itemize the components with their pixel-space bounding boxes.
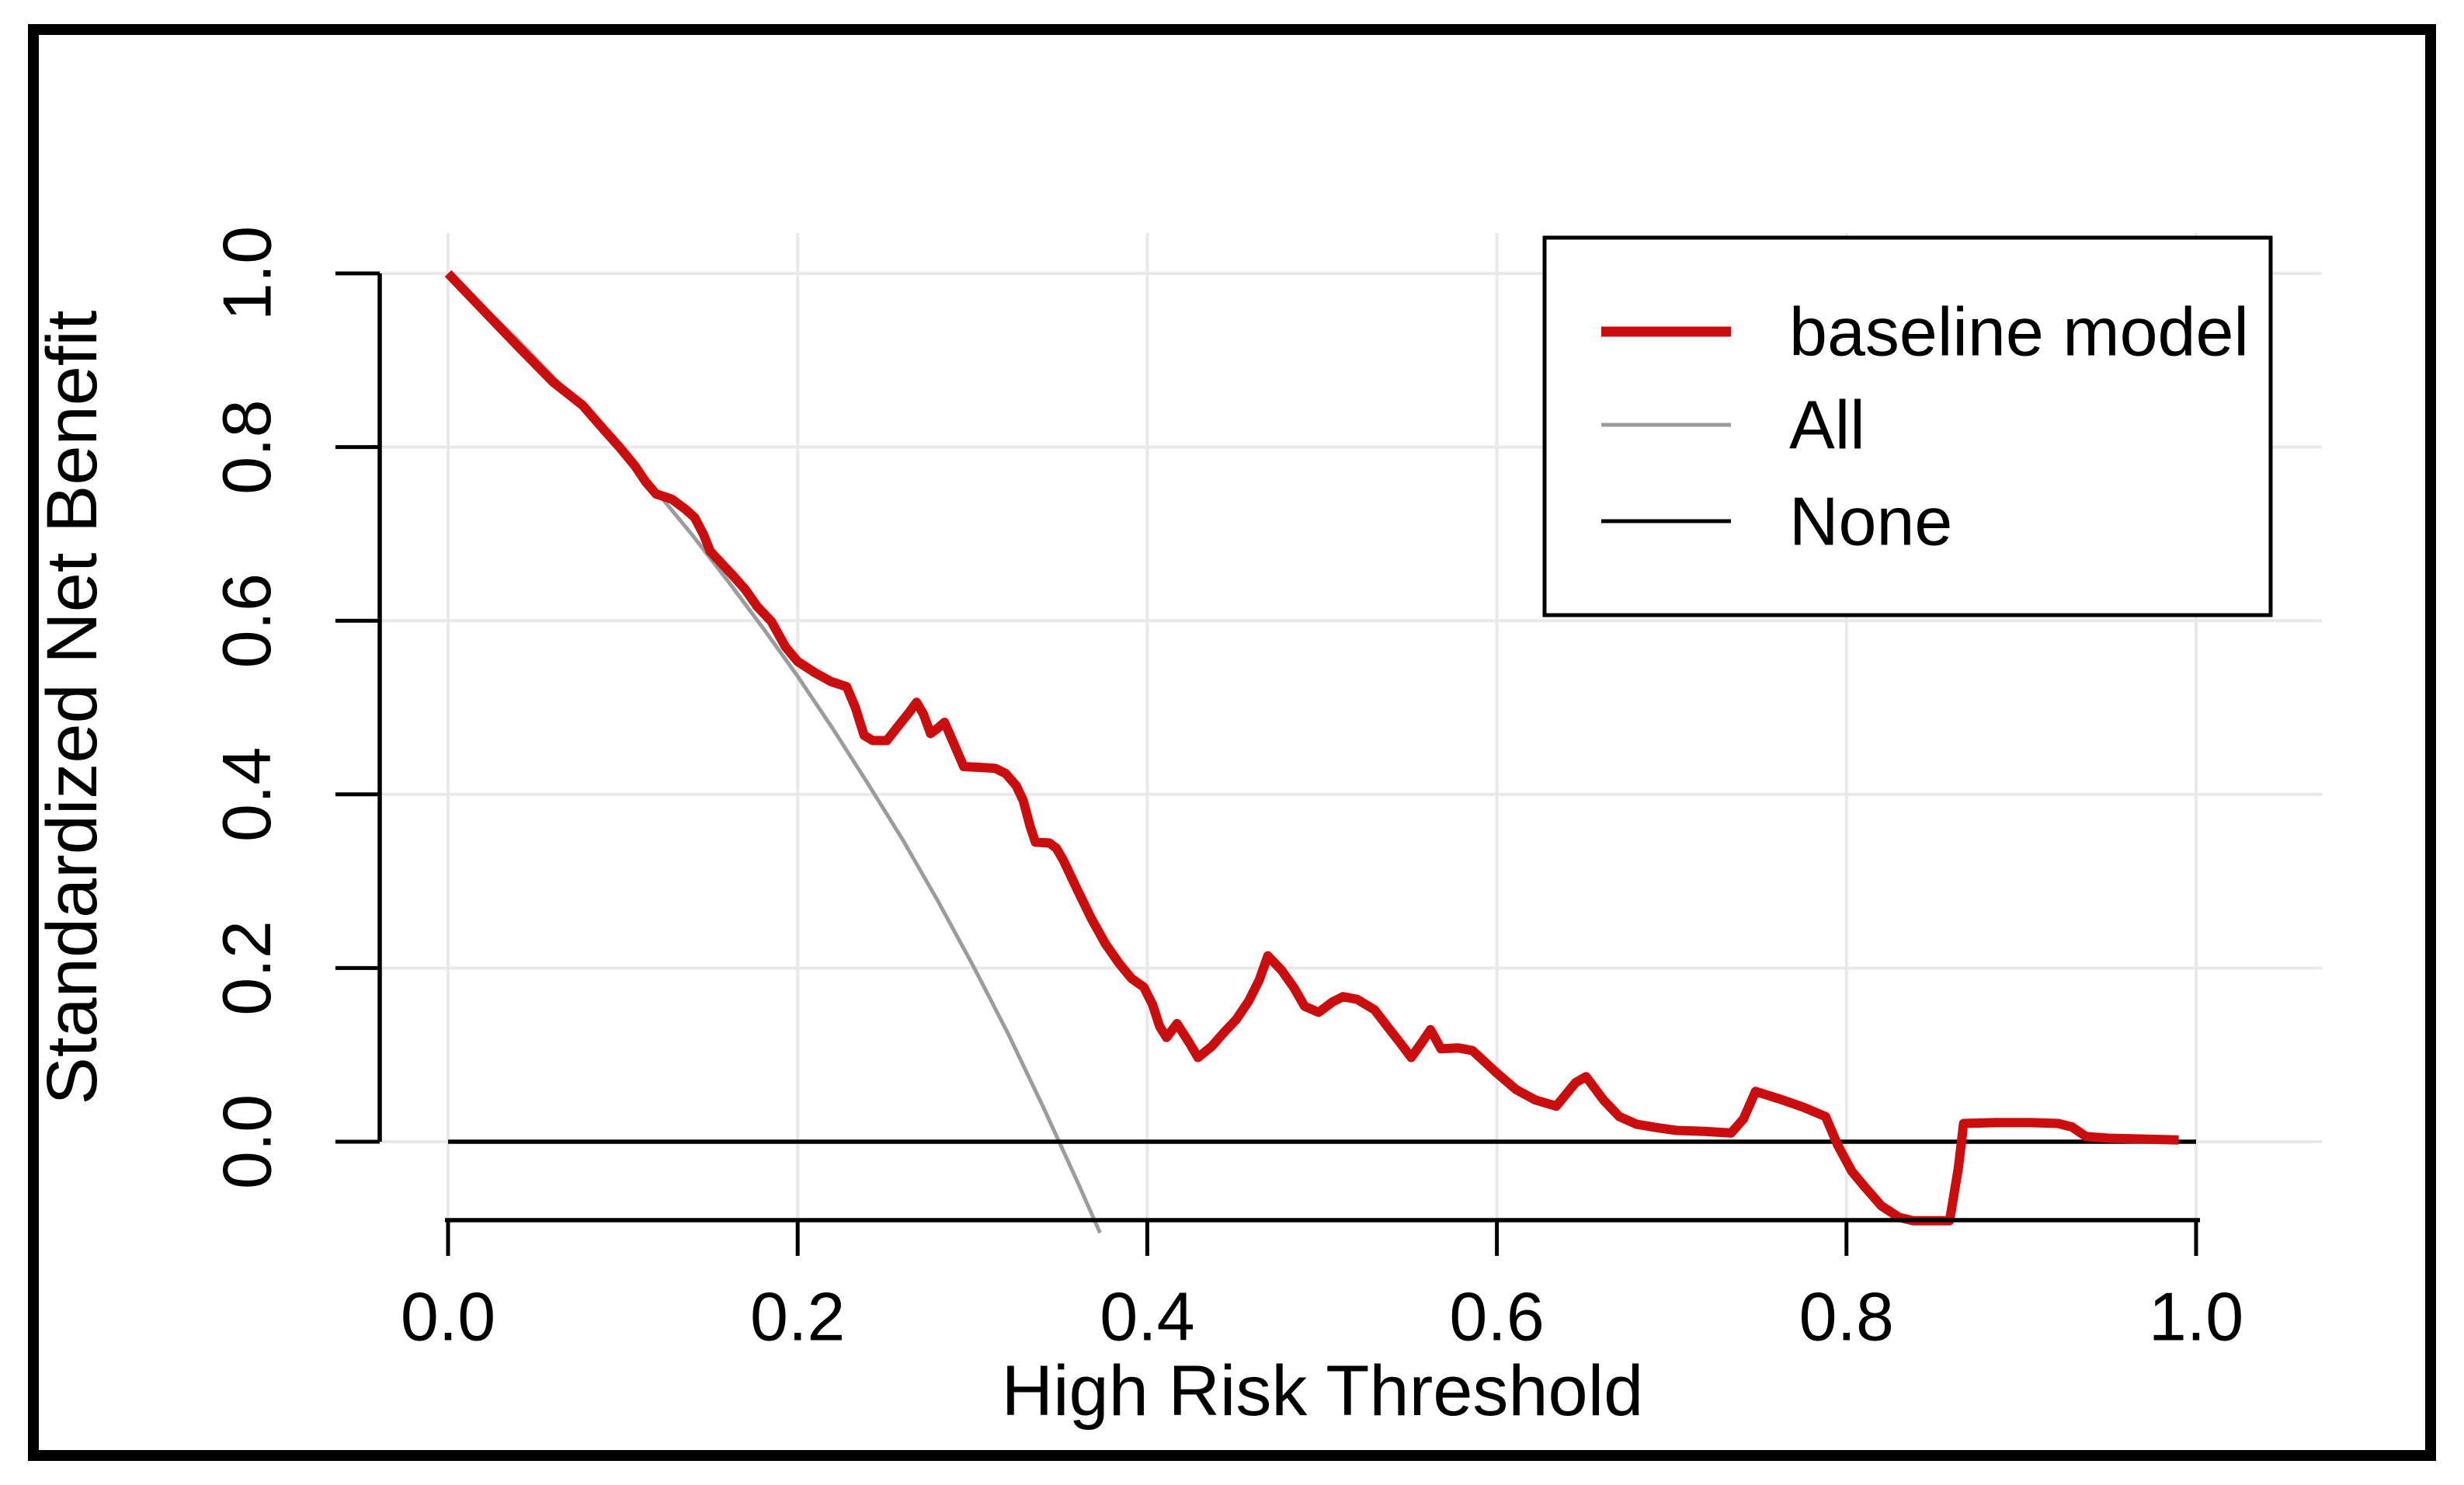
legend-label-baseline-model: baseline model — [1789, 294, 2249, 370]
x-tick-label: 0.6 — [1449, 1278, 1544, 1355]
y-axis-title: Standardized Net Benefit — [33, 311, 112, 1105]
x-tick-label: 0.4 — [1100, 1278, 1194, 1355]
series-line-baseline-model — [444, 270, 2179, 1226]
x-axis-tick-labels: 0.0 0.2 0.4 0.6 0.8 1.0 — [401, 1278, 2243, 1355]
x-tick-label: 0.8 — [1799, 1278, 1894, 1355]
y-tick-label: 0.2 — [208, 920, 285, 1015]
y-tick-label: 0.8 — [208, 399, 285, 494]
y-tick-label: 0.6 — [208, 573, 285, 668]
axes — [335, 271, 2200, 1256]
series-lines — [444, 270, 2196, 1234]
x-axis-ticks — [446, 1220, 2198, 1256]
legend-label-none: None — [1789, 483, 1952, 560]
x-tick-label: 0.0 — [401, 1278, 495, 1355]
x-tick-label: 0.2 — [750, 1278, 845, 1355]
legend: baseline model All None — [1542, 235, 2273, 617]
y-tick-label: 0.4 — [208, 747, 285, 842]
y-tick-label: 0.0 — [208, 1094, 285, 1189]
y-tick-label: 1.0 — [208, 226, 285, 321]
x-axis-title: High Risk Threshold — [1002, 1351, 1644, 1431]
legend-entries: baseline model All None — [1601, 294, 2249, 560]
y-axis-tick-labels: 0.0 0.2 0.4 0.6 0.8 1.0 — [208, 226, 285, 1189]
legend-label-all: All — [1789, 387, 1865, 464]
y-axis-ticks — [335, 271, 380, 1144]
x-tick-label: 1.0 — [2149, 1278, 2243, 1355]
